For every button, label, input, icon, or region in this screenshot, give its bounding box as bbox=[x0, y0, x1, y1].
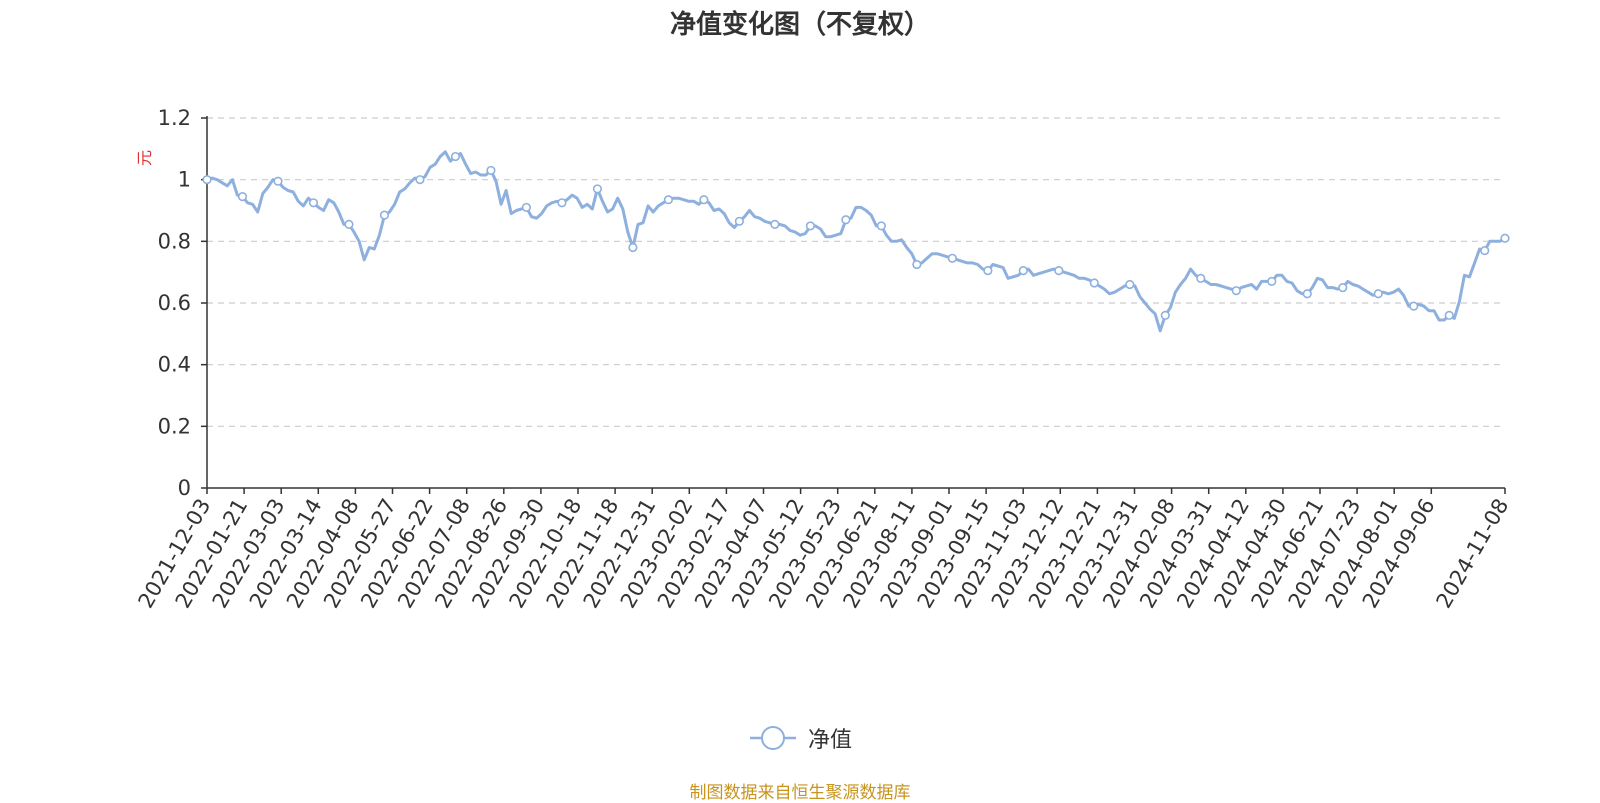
data-point[interactable] bbox=[699, 195, 709, 205]
legend-line-circle-icon bbox=[749, 726, 796, 750]
y-tick-label: 0.2 bbox=[158, 414, 191, 438]
legend[interactable]: 净值 bbox=[0, 722, 1600, 754]
grid-lines bbox=[207, 117, 1505, 427]
data-point[interactable] bbox=[273, 176, 283, 186]
data-point[interactable] bbox=[841, 215, 851, 225]
data-point[interactable] bbox=[237, 192, 248, 202]
data-point[interactable] bbox=[557, 198, 567, 208]
data-point[interactable] bbox=[1231, 286, 1241, 296]
data-point[interactable] bbox=[202, 175, 212, 185]
data-point[interactable] bbox=[1089, 278, 1099, 288]
data-point[interactable] bbox=[912, 259, 922, 270]
data-point[interactable] bbox=[734, 216, 744, 226]
y-tick-label: 0.8 bbox=[158, 229, 191, 253]
data-point[interactable] bbox=[521, 202, 532, 213]
y-axis-label: 元 bbox=[135, 150, 154, 166]
data-point[interactable] bbox=[1196, 273, 1206, 283]
data-point[interactable] bbox=[805, 221, 815, 231]
data-point[interactable] bbox=[1409, 301, 1419, 311]
data-point[interactable] bbox=[450, 151, 461, 162]
data-point[interactable] bbox=[379, 210, 390, 220]
data-point[interactable] bbox=[1054, 266, 1064, 276]
data-point[interactable] bbox=[947, 253, 957, 263]
y-tick-label: 0.4 bbox=[158, 353, 191, 377]
y-tick-label: 0.6 bbox=[158, 291, 191, 315]
axes: 00.20.40.60.811.22021-12-032022-01-21202… bbox=[134, 106, 1514, 612]
data-point[interactable] bbox=[1160, 310, 1170, 320]
data-point[interactable] bbox=[1444, 310, 1454, 320]
data-point[interactable] bbox=[486, 165, 496, 176]
data-point[interactable] bbox=[1338, 282, 1348, 293]
data-point[interactable] bbox=[308, 198, 319, 208]
source-note: 制图数据来自恒生聚源数据库 bbox=[689, 783, 911, 803]
data-point[interactable] bbox=[415, 175, 425, 185]
chart-title: 净值变化图（不复权） bbox=[669, 10, 930, 40]
data-point[interactable] bbox=[592, 184, 603, 194]
data-point[interactable] bbox=[1480, 245, 1490, 256]
data-point[interactable] bbox=[983, 266, 993, 276]
data-point[interactable] bbox=[770, 219, 780, 229]
data-point[interactable] bbox=[1500, 233, 1510, 243]
x-tick-label: 2024-11-08 bbox=[1432, 495, 1514, 613]
data-point[interactable] bbox=[1267, 276, 1277, 287]
data-point[interactable] bbox=[663, 195, 673, 205]
data-point[interactable] bbox=[628, 242, 638, 253]
y-tick-label: 0 bbox=[178, 476, 191, 500]
data-point[interactable] bbox=[344, 219, 354, 229]
data-point[interactable] bbox=[1018, 266, 1028, 276]
series-markers bbox=[202, 151, 1510, 320]
legend-label: 净值 bbox=[807, 728, 852, 753]
y-tick-label: 1.2 bbox=[158, 106, 191, 130]
y-tick-label: 1 bbox=[178, 168, 191, 192]
data-point[interactable] bbox=[1125, 279, 1135, 290]
data-point[interactable] bbox=[1302, 289, 1312, 299]
data-point[interactable] bbox=[1373, 289, 1383, 299]
data-point[interactable] bbox=[876, 221, 886, 231]
